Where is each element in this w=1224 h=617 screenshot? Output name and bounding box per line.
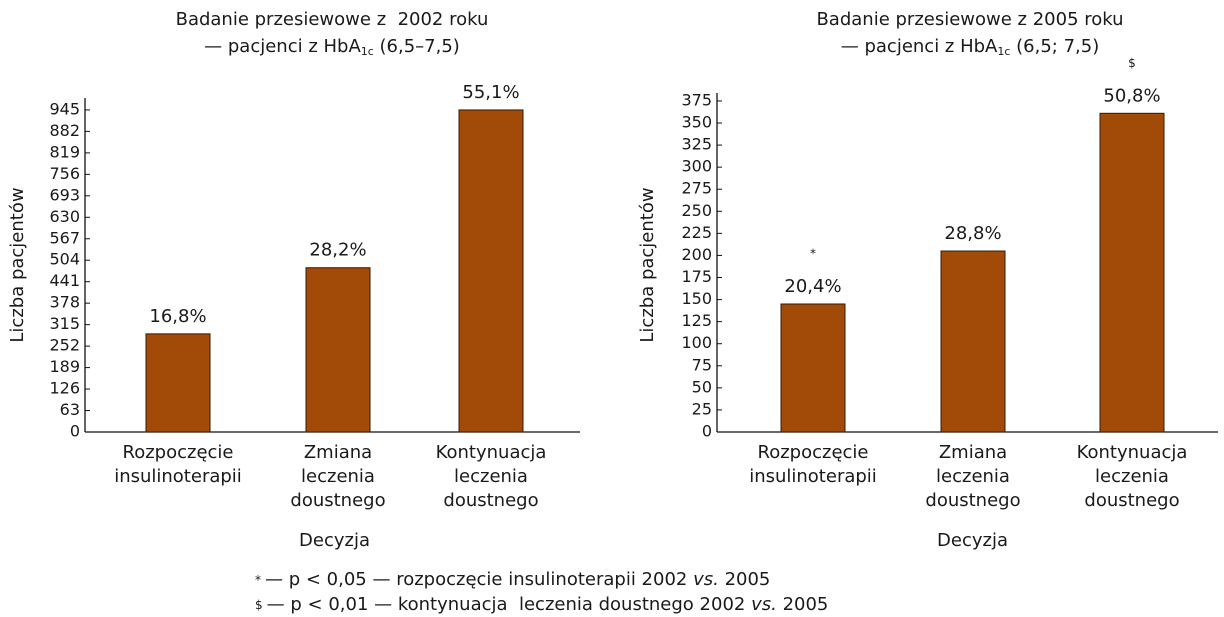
- chart-subtitle: — pacjenci z HbA1c (6,5–7,5): [204, 36, 460, 58]
- y-axis-label: Liczba pacjentów: [7, 187, 28, 342]
- y-tick-label: 250: [681, 201, 712, 220]
- footnote-text: — p < 0,01 — kontynuacja leczenia doustn…: [267, 594, 751, 615]
- bar: [1099, 112, 1165, 433]
- y-tick-label: 819: [49, 142, 80, 161]
- significance-marker: *: [810, 246, 816, 260]
- y-tick-label: 375: [681, 90, 712, 109]
- y-tick-label: 225: [681, 223, 712, 242]
- y-tick-label: 0: [70, 422, 80, 441]
- y-axis-label: Liczba pacjentów: [637, 187, 658, 342]
- subtitle-text: — pacjenci z HbA: [841, 36, 998, 57]
- bar-label: 20,4%: [784, 276, 841, 297]
- x-tick-label: leczenia: [1095, 466, 1169, 487]
- x-tick-label: Rozpoczęcie: [758, 442, 869, 463]
- y-tick-label: 378: [49, 293, 80, 312]
- footnote-italic: vs.: [751, 594, 777, 615]
- footnote: * — p < 0,05 — rozpoczęcie insulinoterapi…: [255, 569, 770, 590]
- x-tick-label: doustnego: [290, 490, 385, 511]
- x-tick-label: leczenia: [454, 466, 528, 487]
- bar: [145, 333, 211, 433]
- x-tick-label: insulinoterapii: [114, 466, 242, 487]
- y-tick-label: 630: [49, 207, 80, 226]
- y-tick-label: 252: [49, 336, 80, 355]
- x-tick-label: insulinoterapii: [749, 466, 877, 487]
- footnote-end: 2005: [777, 594, 829, 615]
- y-tick-label: 100: [681, 333, 712, 352]
- bar-label: 28,2%: [309, 240, 366, 261]
- x-tick-label: Kontynuacja: [436, 442, 547, 463]
- y-tick-label: 50: [692, 377, 712, 396]
- y-tick-label: 125: [681, 311, 712, 330]
- x-axis-label: Decyzja: [299, 530, 370, 551]
- footnote-end: 2005: [719, 569, 771, 590]
- x-axis-label: Decyzja: [937, 530, 1008, 551]
- y-tick-label: 325: [681, 135, 712, 154]
- y-tick-label: 200: [681, 245, 712, 264]
- y-tick-label: 441: [49, 271, 80, 290]
- footnote-symbol: $: [255, 598, 263, 612]
- footnote: $ — p < 0,01 — kontynuacja leczenia doust…: [255, 594, 828, 615]
- subtitle-text: — pacjenci z HbA: [204, 36, 361, 57]
- chart-subtitle: — pacjenci z HbA1c (6,5; 7,5): [841, 36, 1099, 58]
- bar-label: 55,1%: [462, 82, 519, 103]
- y-tick-label: 315: [49, 314, 80, 333]
- subtitle-suffix: (6,5–7,5): [374, 36, 460, 57]
- footnote-text: — p < 0,05 — rozpoczęcie insulinoterapii…: [265, 569, 693, 590]
- bar-label: 50,8%: [1103, 85, 1160, 106]
- x-tick-label: Zmiana: [304, 442, 372, 463]
- subtitle-subscript: 1c: [361, 45, 374, 58]
- x-tick-label: doustnego: [1084, 490, 1179, 511]
- y-tick-label: 63: [60, 400, 80, 419]
- y-tick-label: 75: [692, 355, 712, 374]
- bar-label: 16,8%: [149, 306, 206, 327]
- bar: [940, 250, 1006, 433]
- y-tick-label: 945: [49, 99, 80, 118]
- significance-marker: $: [1128, 56, 1136, 70]
- footnote-italic: vs.: [693, 569, 719, 590]
- y-tick-label: 300: [681, 157, 712, 176]
- chart-title: Badanie przesiewowe z 2002 roku: [176, 9, 489, 30]
- y-tick-label: 504: [49, 250, 80, 269]
- subtitle-suffix: (6,5; 7,5): [1010, 36, 1099, 57]
- y-tick-label: 189: [49, 357, 80, 376]
- x-tick-label: doustnego: [925, 490, 1020, 511]
- x-tick-label: leczenia: [301, 466, 375, 487]
- x-tick-label: leczenia: [936, 466, 1010, 487]
- y-tick-label: 126: [49, 379, 80, 398]
- y-tick-label: 350: [681, 113, 712, 132]
- x-tick-label: Rozpoczęcie: [123, 442, 234, 463]
- bar-label: 28,8%: [944, 223, 1001, 244]
- y-tick-label: 0: [702, 422, 712, 441]
- footnote-symbol: *: [255, 573, 261, 587]
- x-tick-label: Kontynuacja: [1077, 442, 1188, 463]
- y-tick-label: 25: [692, 399, 712, 418]
- y-tick-label: 175: [681, 267, 712, 286]
- chart-title: Badanie przesiewowe z 2005 roku: [816, 9, 1123, 30]
- y-tick-label: 275: [681, 179, 712, 198]
- y-tick-label: 567: [49, 228, 80, 247]
- y-tick-label: 882: [49, 121, 80, 140]
- x-tick-label: doustnego: [443, 490, 538, 511]
- y-tick-label: 756: [49, 164, 80, 183]
- bar: [458, 109, 524, 433]
- subtitle-subscript: 1c: [997, 45, 1010, 58]
- bar: [305, 267, 371, 433]
- x-tick-label: Zmiana: [939, 442, 1007, 463]
- bar: [780, 303, 846, 433]
- y-tick-label: 150: [681, 289, 712, 308]
- y-tick-label: 693: [49, 185, 80, 204]
